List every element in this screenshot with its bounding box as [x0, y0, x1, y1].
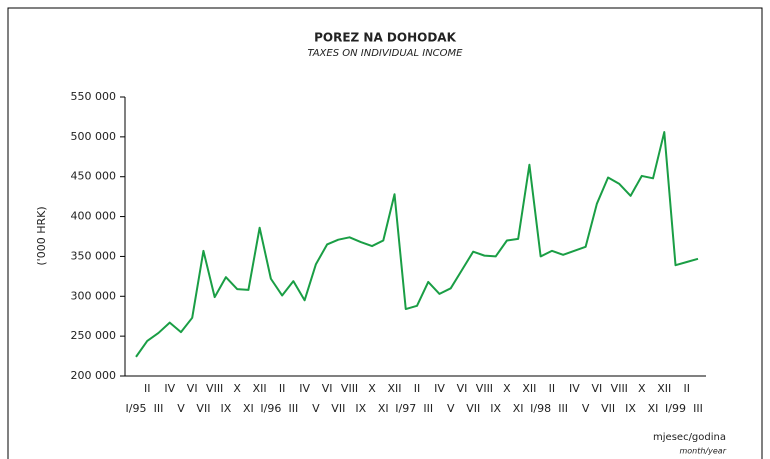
x-tick-label: XII — [657, 382, 671, 395]
x-tick-label: IX — [355, 402, 366, 415]
x-tick-label: VII — [601, 402, 615, 415]
x-tick-label: III — [423, 402, 433, 415]
x-tick-label: XII — [253, 382, 267, 395]
x-tick-label: II — [414, 382, 421, 395]
x-tick-label: VIII — [611, 382, 628, 395]
x-tick-label: I/97 — [395, 402, 416, 415]
x-tick-label: VI — [591, 382, 602, 395]
x-tick-label: I/95 — [126, 402, 147, 415]
x-tick-label: VIII — [476, 382, 493, 395]
y-tick-label: 300 000 — [71, 289, 117, 302]
x-tick-label: III — [693, 402, 703, 415]
x-tick-label: V — [447, 402, 455, 415]
x-tick-label: IV — [569, 382, 580, 395]
chart-subtitle: TAXES ON INDIVIDUAL INCOME — [308, 48, 464, 59]
x-tick-label: V — [312, 402, 320, 415]
data-line — [135, 131, 699, 358]
x-tick-label: X — [368, 382, 376, 395]
x-tick-label: I/96 — [260, 402, 281, 415]
x-tick-label: II — [684, 382, 691, 395]
x-tick-label: VI — [322, 382, 333, 395]
y-tick-label: 500 000 — [71, 130, 117, 143]
x-tick-label: XI — [378, 402, 389, 415]
x-tick-label: XII — [388, 382, 402, 395]
y-tick-label: 350 000 — [71, 249, 117, 262]
x-tick-label: VIII — [341, 382, 358, 395]
x-tick-label: IX — [490, 402, 501, 415]
y-tick-label: 450 000 — [71, 170, 117, 183]
x-tick-label: I/98 — [530, 402, 551, 415]
x-axis-label: mjesec/godina — [653, 432, 726, 443]
x-tick-label: II — [144, 382, 151, 395]
x-tick-label: X — [638, 382, 646, 395]
x-tick-label: XI — [243, 402, 254, 415]
y-tick-label: 550 000 — [71, 90, 117, 103]
x-tick-label: VII — [331, 402, 345, 415]
x-tick-label: III — [154, 402, 164, 415]
x-tick-label: VI — [187, 382, 198, 395]
x-tick-label: VII — [466, 402, 480, 415]
x-tick-label: IX — [221, 402, 232, 415]
x-tick-label: XI — [513, 402, 524, 415]
x-tick-label: X — [503, 382, 511, 395]
x-tick-label: IV — [164, 382, 175, 395]
x-tick-label: II — [279, 382, 286, 395]
x-tick-label: IX — [625, 402, 636, 415]
x-tick-label: X — [233, 382, 241, 395]
x-tick-label: II — [549, 382, 556, 395]
x-tick-label: IV — [434, 382, 445, 395]
x-tick-label: VII — [196, 402, 210, 415]
x-tick-label: III — [288, 402, 298, 415]
x-tick-label: V — [177, 402, 185, 415]
x-tick-label: III — [558, 402, 568, 415]
chart-title: POREZ NA DOHODAK — [314, 31, 456, 45]
y-tick-label: 250 000 — [71, 329, 117, 342]
x-tick-label: IV — [299, 382, 310, 395]
x-axis-label-en: month/year — [679, 447, 726, 456]
y-tick-label: 400 000 — [71, 210, 117, 223]
x-tick-label: XII — [522, 382, 536, 395]
x-tick-label: XI — [648, 402, 659, 415]
x-tick-label: V — [582, 402, 590, 415]
frame — [7, 7, 763, 459]
y-tick-label: 200 000 — [71, 369, 117, 382]
y-axis-label: ('000 HRK) — [35, 206, 48, 265]
x-tick-label: VI — [457, 382, 468, 395]
x-tick-label: VIII — [206, 382, 223, 395]
x-tick-label: I/99 — [665, 402, 686, 415]
